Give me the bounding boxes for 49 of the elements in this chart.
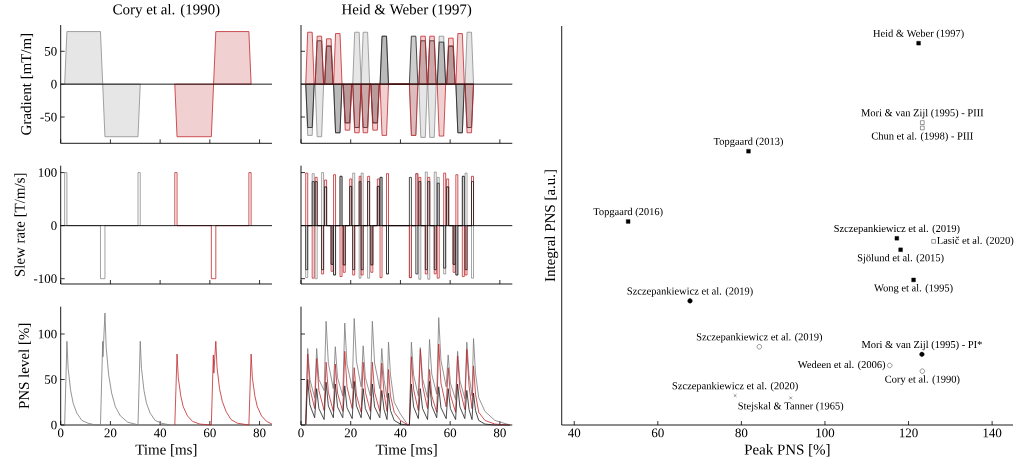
y-tick-label: 50 bbox=[44, 46, 57, 56]
x-tick-label: 20 bbox=[344, 428, 357, 438]
annotation: Mori & van Zijl (1995) - PIII bbox=[861, 108, 984, 119]
x-tick-label: 60 bbox=[444, 428, 457, 438]
x-tick-label: 120 bbox=[899, 428, 918, 438]
annotation: Chun et al. (1998) - PIII bbox=[871, 132, 973, 142]
x-axis-title: Time [ms] bbox=[375, 444, 437, 457]
x-tick-label: 60 bbox=[203, 428, 216, 438]
annotation: Cory et al. (1990) bbox=[885, 375, 960, 385]
x-tick-label: 80 bbox=[493, 428, 506, 438]
x-tick-label: 40 bbox=[153, 428, 167, 438]
x-tick-label: 100 bbox=[816, 428, 835, 438]
annotation: Szczepankiewicz et al. (2019) bbox=[834, 224, 960, 235]
x-tick-label: 20 bbox=[104, 428, 117, 438]
annotation: Topgaard (2013) bbox=[713, 137, 783, 148]
annotation: Szczepankiewicz et al. (2020) bbox=[672, 381, 798, 392]
x-tick-label: 80 bbox=[735, 428, 748, 438]
y-axis-title: PNS level [%] bbox=[18, 323, 31, 409]
y-tick-label: -100 bbox=[33, 274, 57, 284]
y-tick-label: 0 bbox=[51, 79, 57, 89]
x-tick-label: 0 bbox=[298, 428, 304, 438]
x-tick-label: 140 bbox=[983, 428, 1002, 438]
annotation: Wedeen et al. (2006) bbox=[797, 360, 886, 371]
y-tick-label: 100 bbox=[38, 168, 57, 177]
y-tick-label: 0 bbox=[51, 420, 57, 430]
annotation: Mori & van Zijl (1995) - PI* bbox=[861, 340, 982, 351]
annotation: Lasič et al. (2020) bbox=[937, 236, 1014, 247]
annotation: Szczepankiewicz et al. (2019) bbox=[696, 333, 823, 343]
y-tick-label: 0 bbox=[51, 221, 57, 231]
y-tick-label: 100 bbox=[38, 329, 57, 339]
y-axis-title: Integral PNS [a.u.] bbox=[544, 170, 559, 282]
chart-title: Heid & Weber (1997) bbox=[341, 3, 472, 18]
y-tick-label: 50 bbox=[44, 375, 57, 384]
y-tick-label: -50 bbox=[40, 112, 57, 122]
annotation: Szczepankiewicz et al. (2019) bbox=[627, 287, 753, 297]
y-axis-title: Gradient [mT/m] bbox=[20, 34, 34, 135]
x-tick-label: 60 bbox=[651, 428, 664, 438]
x-axis-title: Peak PNS [%] bbox=[744, 444, 830, 457]
annotation: Wong et al. (1995) bbox=[874, 284, 953, 294]
annotation: Sjölund et al. (2015) bbox=[857, 253, 944, 264]
x-tick-label: 40 bbox=[568, 428, 581, 438]
x-tick-label: 40 bbox=[394, 428, 407, 438]
annotation: Topgaard (2016) bbox=[593, 207, 663, 218]
annotation: Stejskal & Tanner (1965) bbox=[738, 402, 844, 412]
chart-title: Cory et al. (1990) bbox=[113, 3, 220, 18]
x-tick-label: 80 bbox=[253, 428, 266, 438]
annotation: Heid & Weber (1997) bbox=[873, 29, 964, 39]
y-axis-title: Slew rate [T/m/s] bbox=[14, 173, 27, 277]
x-axis-title: Time [ms] bbox=[135, 444, 197, 457]
